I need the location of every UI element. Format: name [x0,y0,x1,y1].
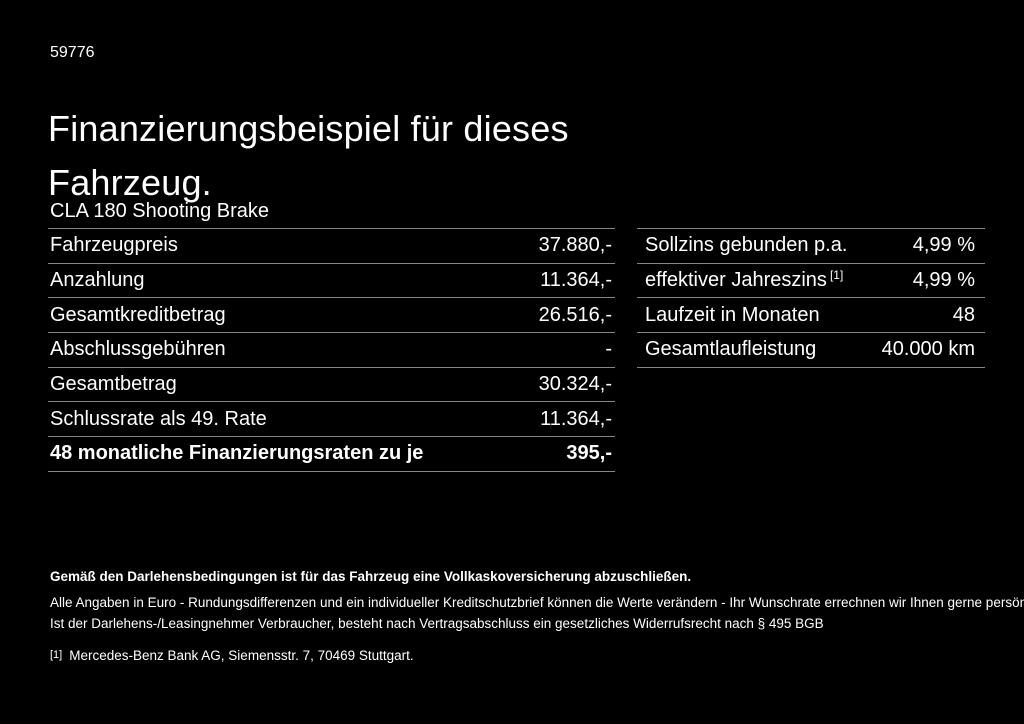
row-label-text: Laufzeit in Monaten [645,303,820,326]
row-value: 48 [952,303,975,326]
row-value: - [605,338,612,361]
row-value: 4,99 % [912,269,975,292]
row-label: Abschlussgebühren [50,338,226,361]
row-label: Sollzins gebunden p.a. [637,234,850,257]
table-row-effektiver-jahreszins: effektiver Jahreszins [1] 4,99 % [637,262,985,298]
table-row-laufzeit: Laufzeit in Monaten 48 [637,297,985,332]
row-label: 48 monatliche Finanzierungsraten zu je [50,442,424,465]
row-label: Schlussrate als 49. Rate [50,407,267,430]
table-row-anzahlung: Anzahlung 11.364,- [48,262,615,298]
row-label: effektiver Jahreszins [1] [637,269,843,292]
disclaimer-line-1: Alle Angaben in Euro - Rundungsdifferenz… [50,595,1024,610]
table-row-gesamtlaufleistung: Gesamtlaufleistung 40.000 km [637,332,985,367]
row-label-text: effektiver Jahreszins [645,269,827,292]
row-label-text: Gesamtlaufleistung [645,338,817,361]
table-row-sollzins: Sollzins gebunden p.a. 4,99 % [637,228,985,263]
page-title: Finanzierungsbeispiel für dieses Fahrzeu… [48,108,569,204]
row-value: 30.324,- [538,373,612,396]
row-label: Gesamtbetrag [50,373,177,396]
footnote-text: Mercedes-Benz Bank AG, Siemensstr. 7, 70… [69,648,414,663]
disclaimer-line-2: Ist der Darlehens-/Leasingnehmer Verbrau… [50,616,824,631]
table-row-abschlussgebuehren: Abschlussgebühren - [48,332,615,367]
footnote-ref: [1] [829,268,844,283]
row-value: 26.516,- [538,303,612,326]
row-value: 11.364,- [540,269,612,292]
footnote-marker: [1] [50,649,63,661]
reference-number: 59776 [50,44,95,61]
footnote: [1] Mercedes-Benz Bank AG, Siemensstr. 7,… [50,647,1000,664]
insurance-note: Gemäß den Darlehensbedingungen ist für d… [50,569,692,584]
table-row-monatsrate: 48 monatliche Finanzierungsraten zu je 3… [48,436,615,471]
row-label: Gesamtkreditbetrag [50,303,226,326]
row-value: 4,99 % [912,234,975,257]
row-value: 40.000 km [881,338,975,361]
footer: Gemäß den Darlehensbedingungen ist für d… [50,568,1024,664]
financing-table: Fahrzeugpreis 37.880,- Anzahlung 11.364,… [48,228,615,472]
row-value: 11.364,- [540,407,612,430]
row-label: Gesamtlaufleistung [637,338,819,361]
table-row-gesamtkreditbetrag: Gesamtkreditbetrag 26.516,- [48,297,615,332]
table-row-gesamtbetrag: Gesamtbetrag 30.324,- [48,366,615,402]
row-value: 395,- [566,442,612,465]
vehicle-model: CLA 180 Shooting Brake [50,200,270,222]
conditions-table: Sollzins gebunden p.a. 4,99 % effektiver… [637,228,985,368]
row-label: Anzahlung [50,269,145,292]
row-label-text: Sollzins gebunden p.a. [645,234,848,257]
row-label: Fahrzeugpreis [50,234,178,257]
row-value: 37.880,- [538,234,612,257]
table-row-fahrzeugpreis: Fahrzeugpreis 37.880,- [48,228,615,263]
row-label: Laufzeit in Monaten [637,304,823,327]
table-row-schlussrate: Schlussrate als 49. Rate 11.364,- [48,401,615,436]
